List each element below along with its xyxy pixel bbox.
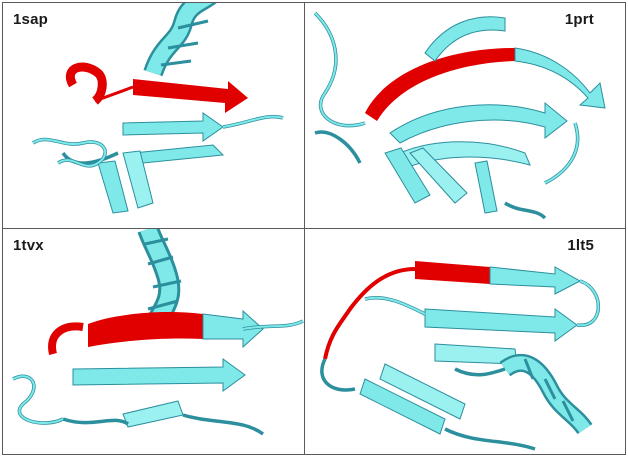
highlighted-beta-strand: [323, 261, 490, 360]
structure-label-1lt5: 1lt5: [567, 237, 594, 254]
ribbon-structure-1prt: [313, 11, 606, 220]
beta-sheet: [384, 16, 606, 214]
horizontal-divider: [3, 228, 625, 229]
highlighted-beta-strand: [66, 62, 248, 113]
panel-1sap: 1sap: [3, 3, 304, 227]
structure-label-1prt: 1prt: [564, 11, 594, 28]
structure-label-1sap: 1sap: [13, 11, 48, 28]
loop-coils: [320, 279, 601, 451]
structure-label-1tvx: 1tvx: [13, 237, 44, 254]
ribbon-structure-1sap: [32, 3, 284, 214]
alpha-helix: [143, 3, 217, 77]
panel-1tvx: 1tvx: [3, 229, 304, 454]
beta-sheet: [72, 309, 264, 428]
beta-sheet: [359, 266, 582, 435]
beta-sheet: [97, 112, 225, 214]
highlighted-beta-strand: [365, 48, 515, 121]
ribbon-structure-1tvx: [12, 229, 304, 436]
alpha-helix: [499, 354, 593, 435]
highlighted-beta-strand: [48, 312, 203, 355]
panel-1prt: 1prt: [305, 3, 606, 227]
panel-1lt5: 1lt5: [305, 229, 606, 454]
ribbon-structure-1lt5: [320, 261, 601, 451]
protein-structure-figure: 1sap: [2, 2, 626, 455]
